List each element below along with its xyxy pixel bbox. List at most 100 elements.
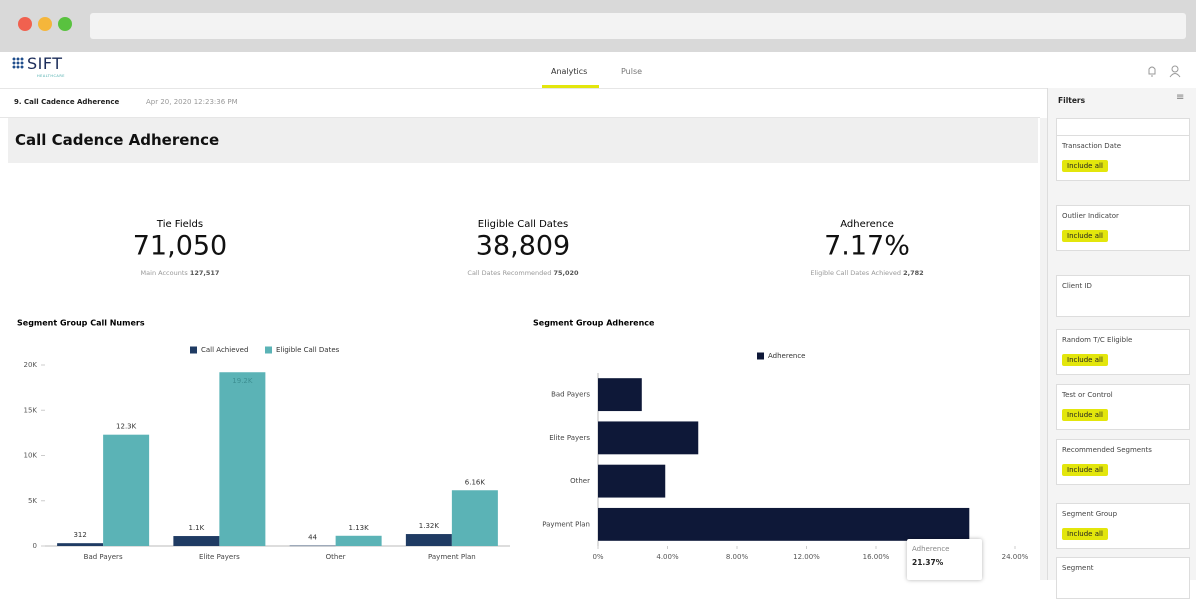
y-tick-label: Bad Payers [551, 391, 590, 399]
bar [219, 372, 266, 546]
bell-icon[interactable] [1148, 66, 1156, 77]
y-tick-label: 15K [24, 406, 38, 414]
bar [451, 490, 498, 546]
kpi-value: 7.17% [824, 231, 910, 262]
include-all-button[interactable]: Include all [1062, 354, 1108, 366]
kpi-sub-value: 2,782 [903, 269, 924, 277]
kpi-value: 71,050 [133, 231, 227, 262]
filter-label: Client ID [1062, 282, 1092, 290]
filter-card [1056, 503, 1190, 549]
legend-swatch [190, 346, 197, 354]
charts: Tie Fields 71,050 Eligible Call Dates 38… [17, 219, 1029, 561]
x-tick-label: 12.00% [793, 553, 820, 561]
bar [103, 434, 150, 546]
y-tick-label: 5K [28, 497, 37, 505]
y-tick-label: Payment Plan [542, 520, 590, 528]
kpi-sub-label: Call Dates Recommended [467, 269, 551, 277]
report-title: Call Cadence Adherence [15, 131, 220, 149]
value-label: 12.3K [116, 423, 137, 431]
kpi-sub: Main Accounts 127,517 [141, 269, 220, 277]
tooltip-title: Adherence [912, 545, 950, 553]
logo: SIFT [27, 54, 63, 73]
filter-card [1056, 275, 1190, 317]
kpi-sub-value: 75,020 [553, 269, 579, 277]
scrollbar[interactable] [1040, 118, 1047, 580]
breadcrumb: 9. Call Cadence Adherence [14, 98, 120, 106]
filter-label: Segment [1062, 564, 1094, 572]
x-tick-label: 16.00% [863, 553, 890, 561]
menu-icon[interactable]: ≡ [1176, 92, 1185, 103]
browser-chrome [0, 0, 1196, 52]
value-label: 44 [308, 534, 317, 542]
value-label: 19.2K [232, 377, 253, 385]
kpi-value: 38,809 [476, 231, 570, 262]
filter-label: Outlier Indicator [1062, 212, 1119, 220]
filter-label: Segment Group [1062, 510, 1118, 518]
kpi-sub-label: Main Accounts [141, 269, 189, 277]
x-tick-label: 4.00% [656, 553, 679, 561]
tab[interactable]: Pulse [621, 67, 643, 76]
user-icon[interactable] [1171, 65, 1179, 73]
y-tick-label: 0 [33, 542, 37, 550]
filters-panel: Filters ≡ Transaction Date Include all Out… [1047, 88, 1196, 599]
include-all-button[interactable]: Include all [1062, 464, 1108, 476]
filter-card [1056, 384, 1190, 430]
x-tick-label: Bad Payers [84, 553, 123, 561]
bar [289, 545, 336, 547]
close-dot[interactable] [18, 17, 32, 31]
legend-label: Call Achieved [201, 346, 248, 354]
chart-title: Segment Group Call Numers [17, 319, 145, 328]
include-all-button[interactable]: Include all [1062, 409, 1108, 421]
maximize-dot[interactable] [58, 17, 72, 31]
x-tick-label: 0% [592, 553, 603, 561]
chart-title: Segment Group Adherence [533, 319, 655, 328]
timestamp: Apr 20, 2020 12:23:36 PM [146, 98, 238, 106]
bar [405, 534, 452, 546]
title-band: Call Cadence Adherence [8, 118, 1038, 163]
include-all-button[interactable]: Include all [1062, 230, 1108, 242]
value-label: 1.1K [189, 524, 205, 532]
filter-card [1056, 135, 1190, 181]
bar [598, 464, 666, 498]
report-bar: 9. Call Cadence Adherence Apr 20, 2020 1… [0, 88, 1040, 118]
include-all-button[interactable]: Include all [1062, 528, 1108, 540]
bar [335, 535, 382, 546]
x-tick-label: 24.00% [1002, 553, 1029, 561]
filter-label: Recommended Segments [1062, 446, 1152, 454]
kpi-label: Adherence [840, 219, 894, 230]
logo-mark [12, 57, 24, 69]
address-bar[interactable] [90, 13, 1186, 39]
filter-label: Test or Control [1062, 391, 1113, 399]
filter-card [1056, 439, 1190, 485]
tooltip: Adherence 21.37% [907, 539, 982, 580]
y-tick-label: Other [570, 477, 590, 485]
filter-label: Transaction Date [1062, 142, 1122, 150]
x-tick-label: 8.00% [726, 553, 749, 561]
header-icons [1148, 65, 1181, 78]
y-tick-label: 20K [24, 361, 38, 369]
include-all-button[interactable]: Include all [1062, 160, 1108, 172]
value-label: 1.32K [419, 522, 440, 530]
filter-card [1056, 205, 1190, 251]
logo-sub: HEALTHCARE [37, 74, 65, 78]
value-label: 6.16K [465, 478, 486, 486]
bar [57, 543, 104, 546]
top-bar: SIFT HEALTHCARE Analytics Pulse [0, 52, 1196, 89]
kpi-label: Tie Fields [156, 219, 203, 230]
x-tick-label: Elite Payers [199, 553, 240, 561]
value-label: 1.13K [349, 524, 370, 532]
tab[interactable]: Analytics [551, 67, 588, 76]
filters-title: Filters [1058, 96, 1086, 105]
kpi-sub: Call Dates Recommended 75,020 [467, 269, 579, 277]
kpi-sub-label: Eligible Call Dates Achieved [810, 269, 901, 277]
legend-label: Adherence [768, 352, 805, 360]
y-tick-label: Elite Payers [549, 434, 590, 442]
kpi-label: Eligible Call Dates [478, 219, 568, 230]
filter-card [1056, 329, 1190, 375]
minimize-dot[interactable] [38, 17, 52, 31]
legend-swatch [757, 352, 764, 360]
tooltip-value: 21.37% [912, 558, 944, 567]
legend-label: Eligible Call Dates [276, 346, 340, 354]
kpi-sub: Eligible Call Dates Achieved 2,782 [810, 269, 923, 277]
user-icon-body [1169, 73, 1181, 78]
